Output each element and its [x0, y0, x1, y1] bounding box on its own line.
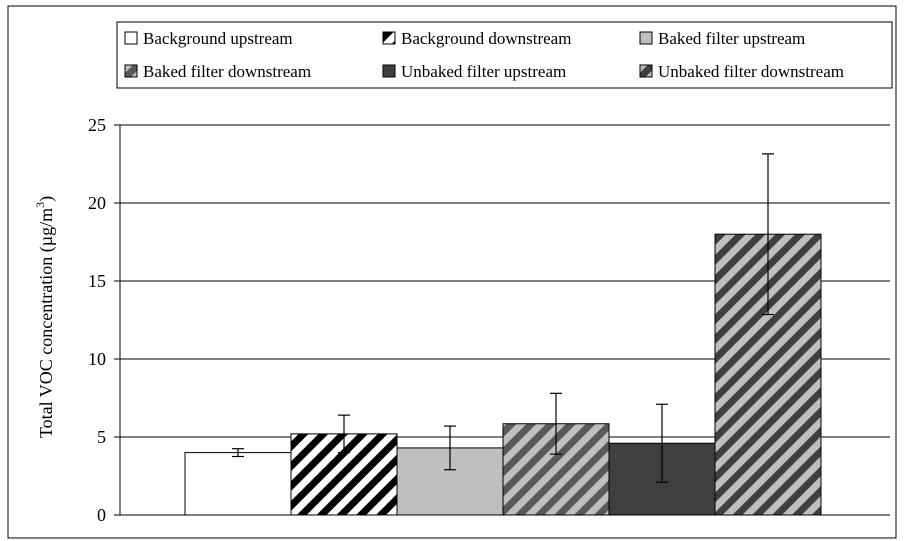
legend: Background upstream Background downstream…: [116, 21, 893, 89]
legend-label: Baked filter downstream: [143, 62, 311, 81]
y-tick-label: 10: [88, 349, 106, 369]
legend-label: Baked filter upstream: [658, 29, 805, 48]
legend-label: Unbaked filter upstream: [401, 62, 566, 81]
y-tick-label: 15: [88, 271, 106, 291]
y-tick-label: 20: [88, 193, 106, 213]
legend-swatch: [124, 64, 138, 78]
legend-swatch: [382, 64, 396, 78]
legend-box: [116, 21, 893, 89]
legend-label: Background upstream: [143, 29, 293, 48]
y-axis-label: Total VOC concentration (µg/m3): [33, 196, 57, 438]
legend-swatch: [639, 64, 653, 78]
y-tick-label: 25: [88, 115, 106, 135]
gridlines: [120, 124, 890, 438]
legend-item: Background downstream: [382, 29, 571, 48]
legend-item: Unbaked filter upstream: [382, 62, 566, 81]
y-tick-label: 5: [97, 427, 106, 447]
legend-swatch: [124, 31, 138, 45]
legend-label: Background downstream: [401, 29, 571, 48]
legend-swatch: [382, 31, 396, 45]
legend-item: Unbaked filter downstream: [639, 62, 844, 81]
legend-label: Unbaked filter downstream: [658, 62, 844, 81]
legend-item: Baked filter upstream: [639, 29, 805, 48]
legend-item: Background upstream: [124, 29, 293, 48]
error-bars: [232, 153, 774, 483]
legend-item: Baked filter downstream: [124, 62, 311, 81]
bar: [184, 452, 292, 516]
legend-swatch: [639, 31, 653, 45]
y-tick-label: 0: [97, 505, 106, 525]
